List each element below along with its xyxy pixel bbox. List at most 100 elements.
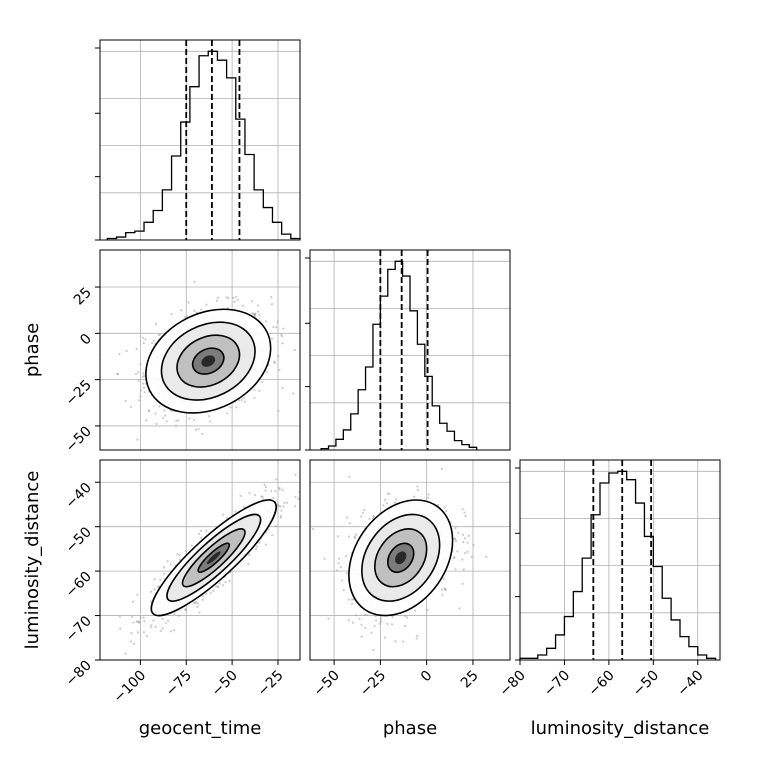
panel-phase-vs-luminosity-distance-point [347, 619, 350, 622]
panel-geocent-time-vs-phase-point [142, 341, 145, 345]
xlabel-phase: phase [383, 718, 437, 739]
panel-geocent-time-vs-phase-point [272, 325, 275, 329]
panel-geocent-time-vs-luminosity-distance-point [149, 590, 153, 593]
xtick-label-luminosity-distance: −60 [586, 668, 618, 700]
panel-geocent-time-vs-luminosity-distance-point [109, 662, 111, 664]
panel-geocent-time-vs-phase-point [139, 389, 143, 392]
panel-phase-vs-luminosity-distance-point [345, 516, 349, 519]
panel-geocent-time-vs-phase-point [235, 406, 238, 409]
panel-phase-vs-luminosity-distance-point [348, 522, 351, 525]
panel-geocent-time-vs-luminosity-distance-point [247, 562, 250, 565]
panel-geocent-time-vs-luminosity-distance-point [95, 650, 97, 652]
panel-geocent-time-vs-phase-point [189, 465, 191, 467]
panel-phase-vs-luminosity-distance-point [444, 588, 447, 591]
panel-geocent-time-vs-luminosity-distance-point [217, 585, 220, 588]
hist-luminosity-distance-steps [519, 470, 717, 660]
ytick-label-luminosity-distance: −50 [63, 524, 95, 556]
panel-geocent-time-vs-luminosity-distance-point [294, 495, 297, 498]
panel-geocent-time-vs-luminosity-distance-point [177, 614, 181, 617]
panel-geocent-time-vs-luminosity-distance-point [198, 611, 201, 614]
panel-geocent-time-vs-phase-content [100, 280, 296, 467]
panel-geocent-time-vs-luminosity-distance-point [278, 488, 281, 491]
panel-geocent-time-vs-phase-point [144, 338, 147, 341]
panel-geocent-time-vs-luminosity-distance-point [124, 652, 127, 655]
panel-phase-vs-luminosity-distance-frame [309, 459, 511, 661]
panel-phase-vs-luminosity-distance-point [347, 598, 350, 601]
panel-geocent-time-vs-luminosity-distance-point [118, 615, 122, 618]
panel-geocent-time-vs-phase-point [158, 405, 161, 408]
panel-phase-vs-luminosity-distance-point [454, 568, 457, 571]
panel-phase-vs-luminosity-distance-point [360, 623, 363, 626]
panel-phase-vs-luminosity-distance-point [405, 616, 409, 619]
ytick-label-luminosity-distance: −80 [63, 658, 95, 690]
panel-phase-vs-luminosity-distance-point [427, 496, 430, 499]
panel-geocent-time-vs-luminosity-distance-point [278, 486, 281, 489]
panel-phase-vs-luminosity-distance-point [461, 582, 464, 585]
panel-geocent-time-vs-luminosity-distance-point [190, 544, 193, 547]
panel-geocent-time-vs-luminosity-distance-point [157, 585, 160, 588]
panel-geocent-time-vs-luminosity-distance-contour-2 [166, 513, 262, 602]
panel-geocent-time-vs-phase-point [226, 412, 229, 415]
panel-geocent-time-vs-luminosity-distance-point [239, 494, 242, 498]
panel-geocent-time-vs-luminosity-distance-point [254, 494, 257, 497]
panel-phase-vs-luminosity-distance-point [360, 515, 363, 518]
panel-phase-vs-luminosity-distance-point [372, 515, 375, 518]
panel-phase-vs-luminosity-distance-point [342, 589, 345, 592]
panel-geocent-time-vs-luminosity-distance-point [261, 495, 264, 498]
panel-phase-vs-luminosity-distance-point [345, 572, 348, 575]
panel-phase-vs-luminosity-distance-point [394, 501, 397, 504]
panel-geocent-time-vs-luminosity-distance-point [132, 621, 135, 624]
panel-geocent-time-vs-luminosity-distance-contour-0 [197, 542, 231, 574]
panel-geocent-time-vs-phase-point [164, 414, 167, 417]
panel-geocent-time-vs-phase-point [253, 314, 257, 317]
panel-geocent-time-vs-phase-point [225, 296, 228, 299]
panel-phase-vs-luminosity-distance-contour-2 [361, 513, 441, 602]
panel-phase-vs-luminosity-distance-point [402, 640, 405, 643]
panel-geocent-time-vs-phase-point [235, 295, 238, 298]
ytick-label-phase: 25 [71, 285, 95, 309]
panel-geocent-time-vs-phase-contour-0 [191, 347, 225, 375]
panel-phase-vs-luminosity-distance-point [466, 541, 469, 544]
panel-phase-vs-luminosity-distance-point [440, 588, 443, 591]
ytick-label-phase: 0 [77, 331, 95, 349]
panel-phase-vs-luminosity-distance-point [461, 558, 464, 561]
panel-geocent-time-vs-luminosity-distance-point [301, 514, 303, 516]
panel-geocent-time-vs-phase-point [282, 327, 285, 330]
panel-phase-vs-luminosity-distance-point [351, 621, 355, 624]
panel-phase-vs-luminosity-distance-point [380, 617, 383, 620]
panel-geocent-time-vs-phase-point [280, 335, 284, 338]
panel-phase-vs-luminosity-distance-point [372, 515, 375, 518]
panel-geocent-time-vs-phase-point [175, 419, 178, 422]
panel-geocent-time-vs-phase-point [125, 349, 128, 352]
panel-geocent-time-vs-phase-point [273, 361, 276, 365]
panel-geocent-time-vs-phase-point [147, 409, 151, 413]
panel-geocent-time-vs-luminosity-distance-point [280, 509, 283, 512]
panel-geocent-time-vs-luminosity-distance-contour-3 [150, 499, 277, 617]
panel-geocent-time-vs-phase-point [243, 400, 246, 403]
panel-geocent-time-vs-luminosity-distance-point [143, 620, 146, 623]
panel-geocent-time-vs-phase-contour-3 [145, 308, 272, 414]
ytick-label-phase: −25 [63, 377, 95, 409]
panel-phase-vs-luminosity-distance-point [454, 527, 457, 530]
panel-geocent-time-vs-phase-point [134, 372, 138, 376]
panel-geocent-time-vs-phase-point [118, 353, 121, 356]
xtick-label-luminosity-distance: −70 [541, 668, 573, 700]
panel-geocent-time-vs-phase-contour-1 [176, 334, 241, 388]
xtick-label-geocent-time: −100 [111, 668, 150, 707]
panel-geocent-time-vs-phase-point [141, 375, 144, 378]
panel-phase-vs-luminosity-distance-point [365, 613, 368, 616]
panel-geocent-time-vs-luminosity-distance-point [302, 488, 304, 490]
panel-geocent-time-vs-luminosity-distance-point [225, 516, 229, 520]
panel-geocent-time-vs-phase-point [258, 389, 261, 392]
panel-geocent-time-vs-phase-point [253, 313, 256, 316]
panel-geocent-time-vs-phase-point [280, 333, 283, 336]
panel-geocent-time-vs-luminosity-distance-point [214, 585, 218, 588]
panel-phase-vs-luminosity-distance-point [461, 533, 465, 536]
panel-phase-vs-luminosity-distance-point [350, 602, 354, 606]
panel-geocent-time-vs-luminosity-distance-point [166, 619, 170, 622]
panel-phase-vs-luminosity-distance-point [335, 569, 339, 572]
panel-geocent-time-vs-phase-point [116, 373, 119, 376]
panel-phase-vs-luminosity-distance-point [394, 498, 398, 501]
panel-geocent-time-vs-phase-point [253, 396, 256, 399]
panel-geocent-time-vs-luminosity-distance-point [161, 617, 164, 621]
